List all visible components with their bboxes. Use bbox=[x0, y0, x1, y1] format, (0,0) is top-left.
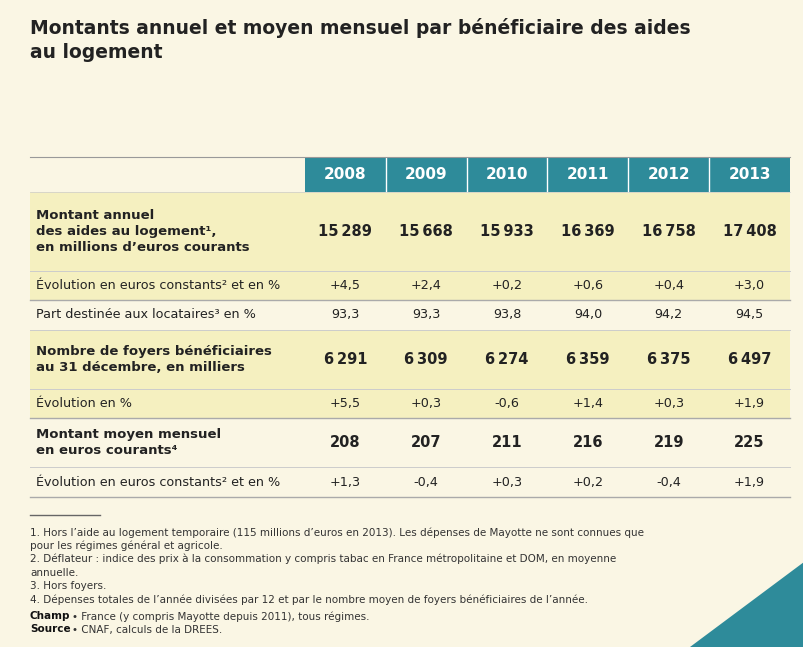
Text: 15 933: 15 933 bbox=[479, 224, 533, 239]
Text: -0,4: -0,4 bbox=[655, 476, 680, 488]
Text: +4,5: +4,5 bbox=[329, 279, 361, 292]
Bar bbox=[30, 330, 789, 389]
Text: • France (y compris Mayotte depuis 2011), tous régimes.: • France (y compris Mayotte depuis 2011)… bbox=[72, 611, 369, 622]
Text: +2,4: +2,4 bbox=[410, 279, 441, 292]
Text: 216: 216 bbox=[572, 435, 602, 450]
Text: 93,8: 93,8 bbox=[492, 309, 520, 322]
Text: Évolution en %: Évolution en % bbox=[36, 397, 132, 410]
Text: +1,9: +1,9 bbox=[733, 397, 764, 410]
Text: 6 291: 6 291 bbox=[324, 352, 367, 367]
Text: -0,6: -0,6 bbox=[494, 397, 519, 410]
Text: 6 375: 6 375 bbox=[646, 352, 690, 367]
Text: +1,9: +1,9 bbox=[733, 476, 764, 488]
Text: Évolution en euros constants² et en %: Évolution en euros constants² et en % bbox=[36, 476, 280, 488]
Text: 6 274: 6 274 bbox=[485, 352, 528, 367]
Text: +3,0: +3,0 bbox=[733, 279, 764, 292]
Text: +5,5: +5,5 bbox=[329, 397, 361, 410]
Text: +0,3: +0,3 bbox=[652, 397, 683, 410]
Text: +0,3: +0,3 bbox=[491, 476, 522, 488]
Text: 1. Hors l’aide au logement temporaire (115 millions d’euros en 2013). Les dépens: 1. Hors l’aide au logement temporaire (1… bbox=[30, 527, 643, 538]
Text: • CNAF, calculs de la DREES.: • CNAF, calculs de la DREES. bbox=[72, 624, 222, 635]
Text: 93,3: 93,3 bbox=[412, 309, 440, 322]
Text: 6 309: 6 309 bbox=[404, 352, 447, 367]
Text: Montants annuel et moyen mensuel par bénéficiaire des aides
au logement: Montants annuel et moyen mensuel par bén… bbox=[30, 18, 690, 62]
Text: Nombre de foyers bénéficiaires
au 31 décembre, en milliers: Nombre de foyers bénéficiaires au 31 déc… bbox=[36, 345, 271, 374]
Text: Source: Source bbox=[30, 624, 71, 635]
Text: 16 369: 16 369 bbox=[560, 224, 614, 239]
Text: 2009: 2009 bbox=[405, 167, 447, 182]
Text: 6 497: 6 497 bbox=[727, 352, 770, 367]
Text: 2012: 2012 bbox=[646, 167, 689, 182]
Text: 4. Dépenses totales de l’année divisées par 12 et par le nombre moyen de foyers : 4. Dépenses totales de l’année divisées … bbox=[30, 595, 587, 605]
Text: 3. Hors foyers.: 3. Hors foyers. bbox=[30, 581, 106, 591]
Text: 219: 219 bbox=[653, 435, 683, 450]
Text: Champ: Champ bbox=[30, 611, 71, 621]
Text: +1,3: +1,3 bbox=[329, 476, 361, 488]
Text: Évolution en euros constants² et en %: Évolution en euros constants² et en % bbox=[36, 279, 280, 292]
Text: +0,6: +0,6 bbox=[572, 279, 603, 292]
Bar bbox=[30, 192, 789, 270]
Bar bbox=[30, 389, 789, 419]
Text: 211: 211 bbox=[491, 435, 522, 450]
Text: 2011: 2011 bbox=[566, 167, 609, 182]
Text: 2008: 2008 bbox=[324, 167, 366, 182]
Text: +0,4: +0,4 bbox=[652, 279, 683, 292]
Text: 94,0: 94,0 bbox=[573, 309, 601, 322]
Text: Montant annuel
des aides au logement¹,
en millions d’euros courants: Montant annuel des aides au logement¹, e… bbox=[36, 209, 249, 254]
Text: 6 359: 6 359 bbox=[565, 352, 609, 367]
Text: 207: 207 bbox=[410, 435, 441, 450]
Text: 15 289: 15 289 bbox=[318, 224, 372, 239]
Text: 94,2: 94,2 bbox=[654, 309, 682, 322]
Bar bbox=[30, 468, 789, 497]
Text: Part destinée aux locataires³ en %: Part destinée aux locataires³ en % bbox=[36, 309, 255, 322]
Text: 208: 208 bbox=[330, 435, 361, 450]
Text: +0,2: +0,2 bbox=[572, 476, 603, 488]
Text: 16 758: 16 758 bbox=[641, 224, 695, 239]
Text: 94,5: 94,5 bbox=[735, 309, 763, 322]
Text: Montant moyen mensuel
en euros courants⁴: Montant moyen mensuel en euros courants⁴ bbox=[36, 428, 221, 457]
Text: pour les régimes général et agricole.: pour les régimes général et agricole. bbox=[30, 540, 222, 551]
Text: 15 668: 15 668 bbox=[399, 224, 453, 239]
Text: 225: 225 bbox=[733, 435, 764, 450]
Text: +0,2: +0,2 bbox=[491, 279, 522, 292]
Bar bbox=[30, 270, 789, 300]
Text: annuelle.: annuelle. bbox=[30, 567, 78, 578]
Text: +1,4: +1,4 bbox=[572, 397, 603, 410]
Bar bbox=[30, 419, 789, 468]
Text: +0,3: +0,3 bbox=[410, 397, 442, 410]
Text: -0,4: -0,4 bbox=[414, 476, 438, 488]
Text: 2013: 2013 bbox=[728, 167, 770, 182]
Text: 2. Déflateur : indice des prix à la consommation y compris tabac en France métro: 2. Déflateur : indice des prix à la cons… bbox=[30, 554, 615, 564]
Bar bbox=[304, 157, 789, 192]
Text: 17 408: 17 408 bbox=[722, 224, 776, 239]
Bar bbox=[30, 300, 789, 330]
Text: 2010: 2010 bbox=[485, 167, 528, 182]
Text: 93,3: 93,3 bbox=[331, 309, 359, 322]
Polygon shape bbox=[689, 562, 803, 647]
